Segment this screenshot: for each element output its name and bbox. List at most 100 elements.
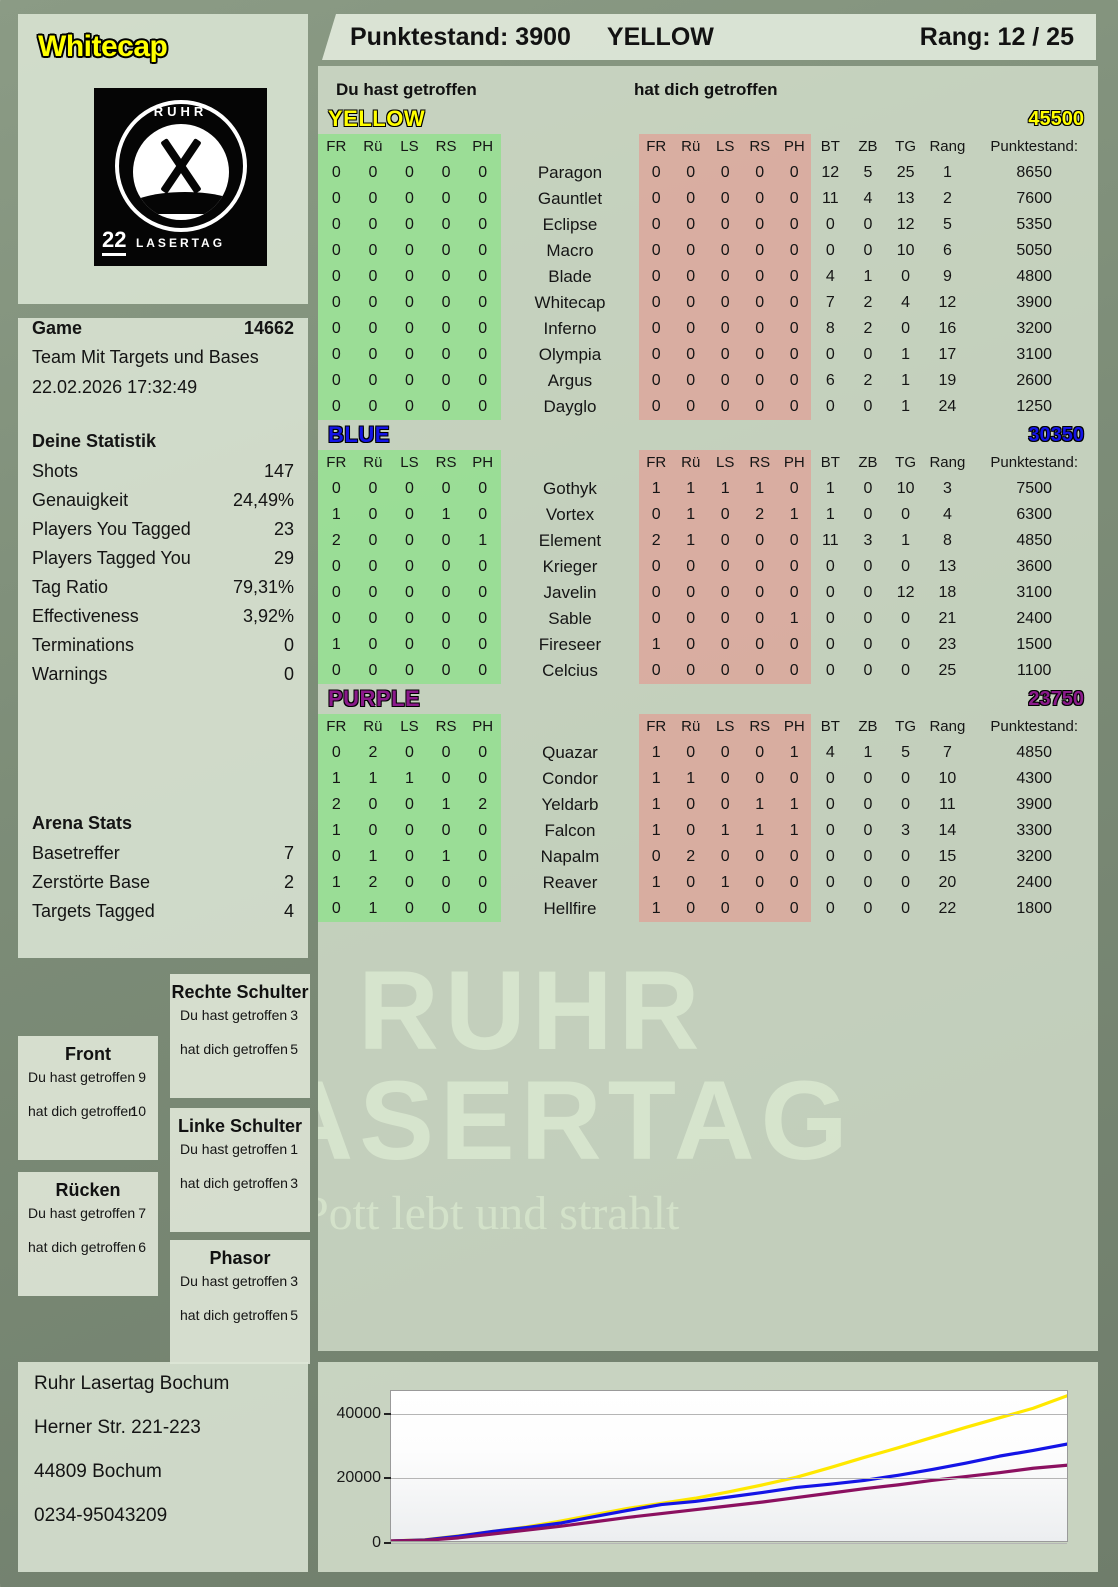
table-row[interactable]: 0 1 0 0 0 Hellfire 1 0 0 0 0 0 0 0 22 1800 <box>318 896 1098 922</box>
cell-player-name: Element <box>538 531 602 550</box>
bodypart-rechte-schulter-title: Rechte Schulter <box>171 982 309 1002</box>
cell-tagged-you: 0 <box>638 554 674 580</box>
cell-player-name: Javelin <box>543 583 597 602</box>
cell-tagged-you: 0 <box>742 342 777 368</box>
cell-tagged-you: 1 <box>673 476 708 502</box>
cell-you-tagged: 0 <box>391 740 428 766</box>
cell-player-name: Gothyk <box>543 479 597 498</box>
cell-tagged-you: 0 <box>776 528 812 554</box>
cell-you-tagged: 0 <box>427 238 465 264</box>
game-id: 14662 <box>243 318 294 338</box>
table-row[interactable]: 1 0 0 0 0 Falcon 1 0 1 1 1 0 0 3 14 3300 <box>318 818 1098 844</box>
table-row[interactable]: 0 0 0 0 0 Celcius 0 0 0 0 0 0 0 0 25 1100 <box>318 658 1098 684</box>
cell-tg: 5 <box>901 744 911 761</box>
cell-you-tagged: 0 <box>391 502 428 528</box>
table-row[interactable]: 0 0 0 0 0 Blade 0 0 0 0 0 4 1 0 9 4800 <box>318 264 1098 290</box>
table-row[interactable]: 0 0 0 0 0 Sable 0 0 0 0 1 0 0 0 21 2400 <box>318 606 1098 632</box>
col-header-red: PH <box>776 714 812 740</box>
table-row[interactable]: 0 2 0 0 0 Quazar 1 0 0 0 1 4 1 5 7 4850 <box>318 740 1098 766</box>
logo-badge: 22 <box>102 229 127 256</box>
cell-you-tagged: 0 <box>318 844 355 870</box>
cell-tagged-you: 0 <box>707 160 743 186</box>
table-row[interactable]: 2 0 0 1 2 Yeldarb 1 0 0 1 1 0 0 0 11 3900 <box>318 792 1098 818</box>
cell-bt: 0 <box>825 558 835 575</box>
chart-series-yellow <box>391 1396 1067 1541</box>
game-mode-row: Team Mit Targets und Bases <box>18 347 308 377</box>
cell-tagged-you: 0 <box>742 316 777 342</box>
table-row[interactable]: 1 1 1 0 0 Condor 1 1 0 0 0 0 0 0 10 4300 <box>318 766 1098 792</box>
cell-bt: 1 <box>825 506 835 523</box>
col-header-stat: ZB <box>858 718 878 735</box>
cell-bt: 0 <box>825 242 835 259</box>
table-row[interactable]: 0 0 0 0 0 Argus 0 0 0 0 0 6 2 1 19 2600 <box>318 368 1098 394</box>
cell-rang: 12 <box>938 294 957 311</box>
cell-points: 6300 <box>1016 506 1052 523</box>
table-row[interactable]: 0 0 0 0 0 Paragon 0 0 0 0 0 12 5 25 1 8650 <box>318 160 1098 186</box>
table-row[interactable]: 1 0 0 0 0 Fireseer 1 0 0 0 0 0 0 0 23 1500 <box>318 632 1098 658</box>
table-row[interactable]: 0 0 0 0 0 Gauntlet 0 0 0 0 0 11 4 13 2 7600 <box>318 186 1098 212</box>
cell-you-tagged: 0 <box>464 818 501 844</box>
cell-you-tagged: 1 <box>391 766 428 792</box>
cell-tg: 1 <box>901 532 911 549</box>
cell-tagged-you: 1 <box>742 818 777 844</box>
team-total-score: 23750 <box>1028 688 1084 710</box>
bodypart-front-you-tagged: Du hast getroffen 9 <box>18 1069 158 1103</box>
stat-row: Genauigkeit 24,49% <box>18 490 308 519</box>
cell-bt: 0 <box>825 900 835 917</box>
col-header-green: RS <box>427 714 465 740</box>
col-header-green: RS <box>427 134 465 160</box>
team-block-yellow: YELLOW 45500 FR Rü LS RS PH FR Rü LS RS PH BT ZB TG Ran… <box>318 106 1098 420</box>
cell-you-tagged: 1 <box>318 870 355 896</box>
table-row[interactable]: 0 0 0 0 0 Olympia 0 0 0 0 0 0 0 1 17 3100 <box>318 342 1098 368</box>
cell-you-tagged: 0 <box>391 606 428 632</box>
table-row[interactable]: 0 0 0 0 0 Dayglo 0 0 0 0 0 0 0 1 24 1250 <box>318 394 1098 420</box>
cell-tg: 1 <box>901 372 911 389</box>
cell-tagged-you: 0 <box>638 580 674 606</box>
table-row[interactable]: 2 0 0 0 1 Element 2 1 0 0 0 11 3 1 8 4850 <box>318 528 1098 554</box>
cell-tg: 0 <box>901 796 911 813</box>
cell-you-tagged: 0 <box>354 186 392 212</box>
cell-you-tagged: 0 <box>391 394 428 420</box>
cell-tagged-you: 1 <box>707 818 743 844</box>
label-you-tagged: Du hast getroffen <box>180 1141 288 1157</box>
cell-points: 3900 <box>1016 796 1052 813</box>
cell-tagged-you: 0 <box>742 212 777 238</box>
table-row[interactable]: 0 0 0 0 0 Whitecap 0 0 0 0 0 7 2 4 12 3900 <box>318 290 1098 316</box>
col-header-stat: BT <box>820 454 840 471</box>
table-row[interactable]: 0 0 0 0 0 Javelin 0 0 0 0 0 0 0 12 18 3100 <box>318 580 1098 606</box>
cell-points: 4850 <box>1016 532 1052 549</box>
cell-you-tagged: 1 <box>354 766 392 792</box>
stat-value: 24,49% <box>232 490 294 510</box>
cell-you-tagged: 0 <box>427 870 465 896</box>
cell-you-tagged: 1 <box>354 844 392 870</box>
table-row[interactable]: 1 2 0 0 0 Reaver 1 0 1 0 0 0 0 0 20 2400 <box>318 870 1098 896</box>
cell-you-tagged: 0 <box>318 212 355 238</box>
bodypart-rs-you-tagged: Du hast getroffen 3 <box>170 1007 310 1041</box>
cell-tg: 1 <box>901 346 911 363</box>
table-row[interactable]: 0 0 0 0 0 Gothyk 1 1 1 1 0 1 0 10 3 7500 <box>318 476 1098 502</box>
table-row[interactable]: 0 1 0 1 0 Napalm 0 2 0 0 0 0 0 0 15 3200 <box>318 844 1098 870</box>
table-row[interactable]: 0 0 0 0 0 Inferno 0 0 0 0 0 8 2 0 16 3200 <box>318 316 1098 342</box>
cell-bt: 0 <box>825 796 835 813</box>
cell-tagged-you: 0 <box>673 896 708 922</box>
stat-row: Tag Ratio 79,31% <box>18 577 308 606</box>
watermark-subtitle: Der Pott lebt und strahlt <box>318 1187 680 1240</box>
cell-zb: 0 <box>863 242 873 259</box>
cell-you-tagged: 0 <box>354 580 392 606</box>
cell-rang: 21 <box>938 610 957 627</box>
table-row[interactable]: 0 0 0 0 0 Eclipse 0 0 0 0 0 0 0 12 5 5350 <box>318 212 1098 238</box>
table-row[interactable]: 0 0 0 0 0 Macro 0 0 0 0 0 0 0 10 6 5050 <box>318 238 1098 264</box>
bodypart-phasor-title: Phasor <box>209 1248 271 1268</box>
cell-points: 1250 <box>1016 398 1052 415</box>
deine-statistik-heading-row: Deine Statistik <box>18 431 308 461</box>
cell-tagged-you: 1 <box>638 632 674 658</box>
stat-value: 7 <box>283 843 294 863</box>
stat-row: Terminations 0 <box>18 635 308 664</box>
table-row[interactable]: 1 0 0 1 0 Vortex 0 1 0 2 1 1 0 0 4 6300 <box>318 502 1098 528</box>
cell-rang: 2 <box>942 190 952 207</box>
table-row[interactable]: 0 0 0 0 0 Krieger 0 0 0 0 0 0 0 0 13 3600 <box>318 554 1098 580</box>
cell-tagged-you: 0 <box>776 368 812 394</box>
cell-tagged-you: 0 <box>776 394 812 420</box>
cell-tagged-you: 0 <box>776 870 812 896</box>
cell-player-name: Hellfire <box>543 899 597 918</box>
